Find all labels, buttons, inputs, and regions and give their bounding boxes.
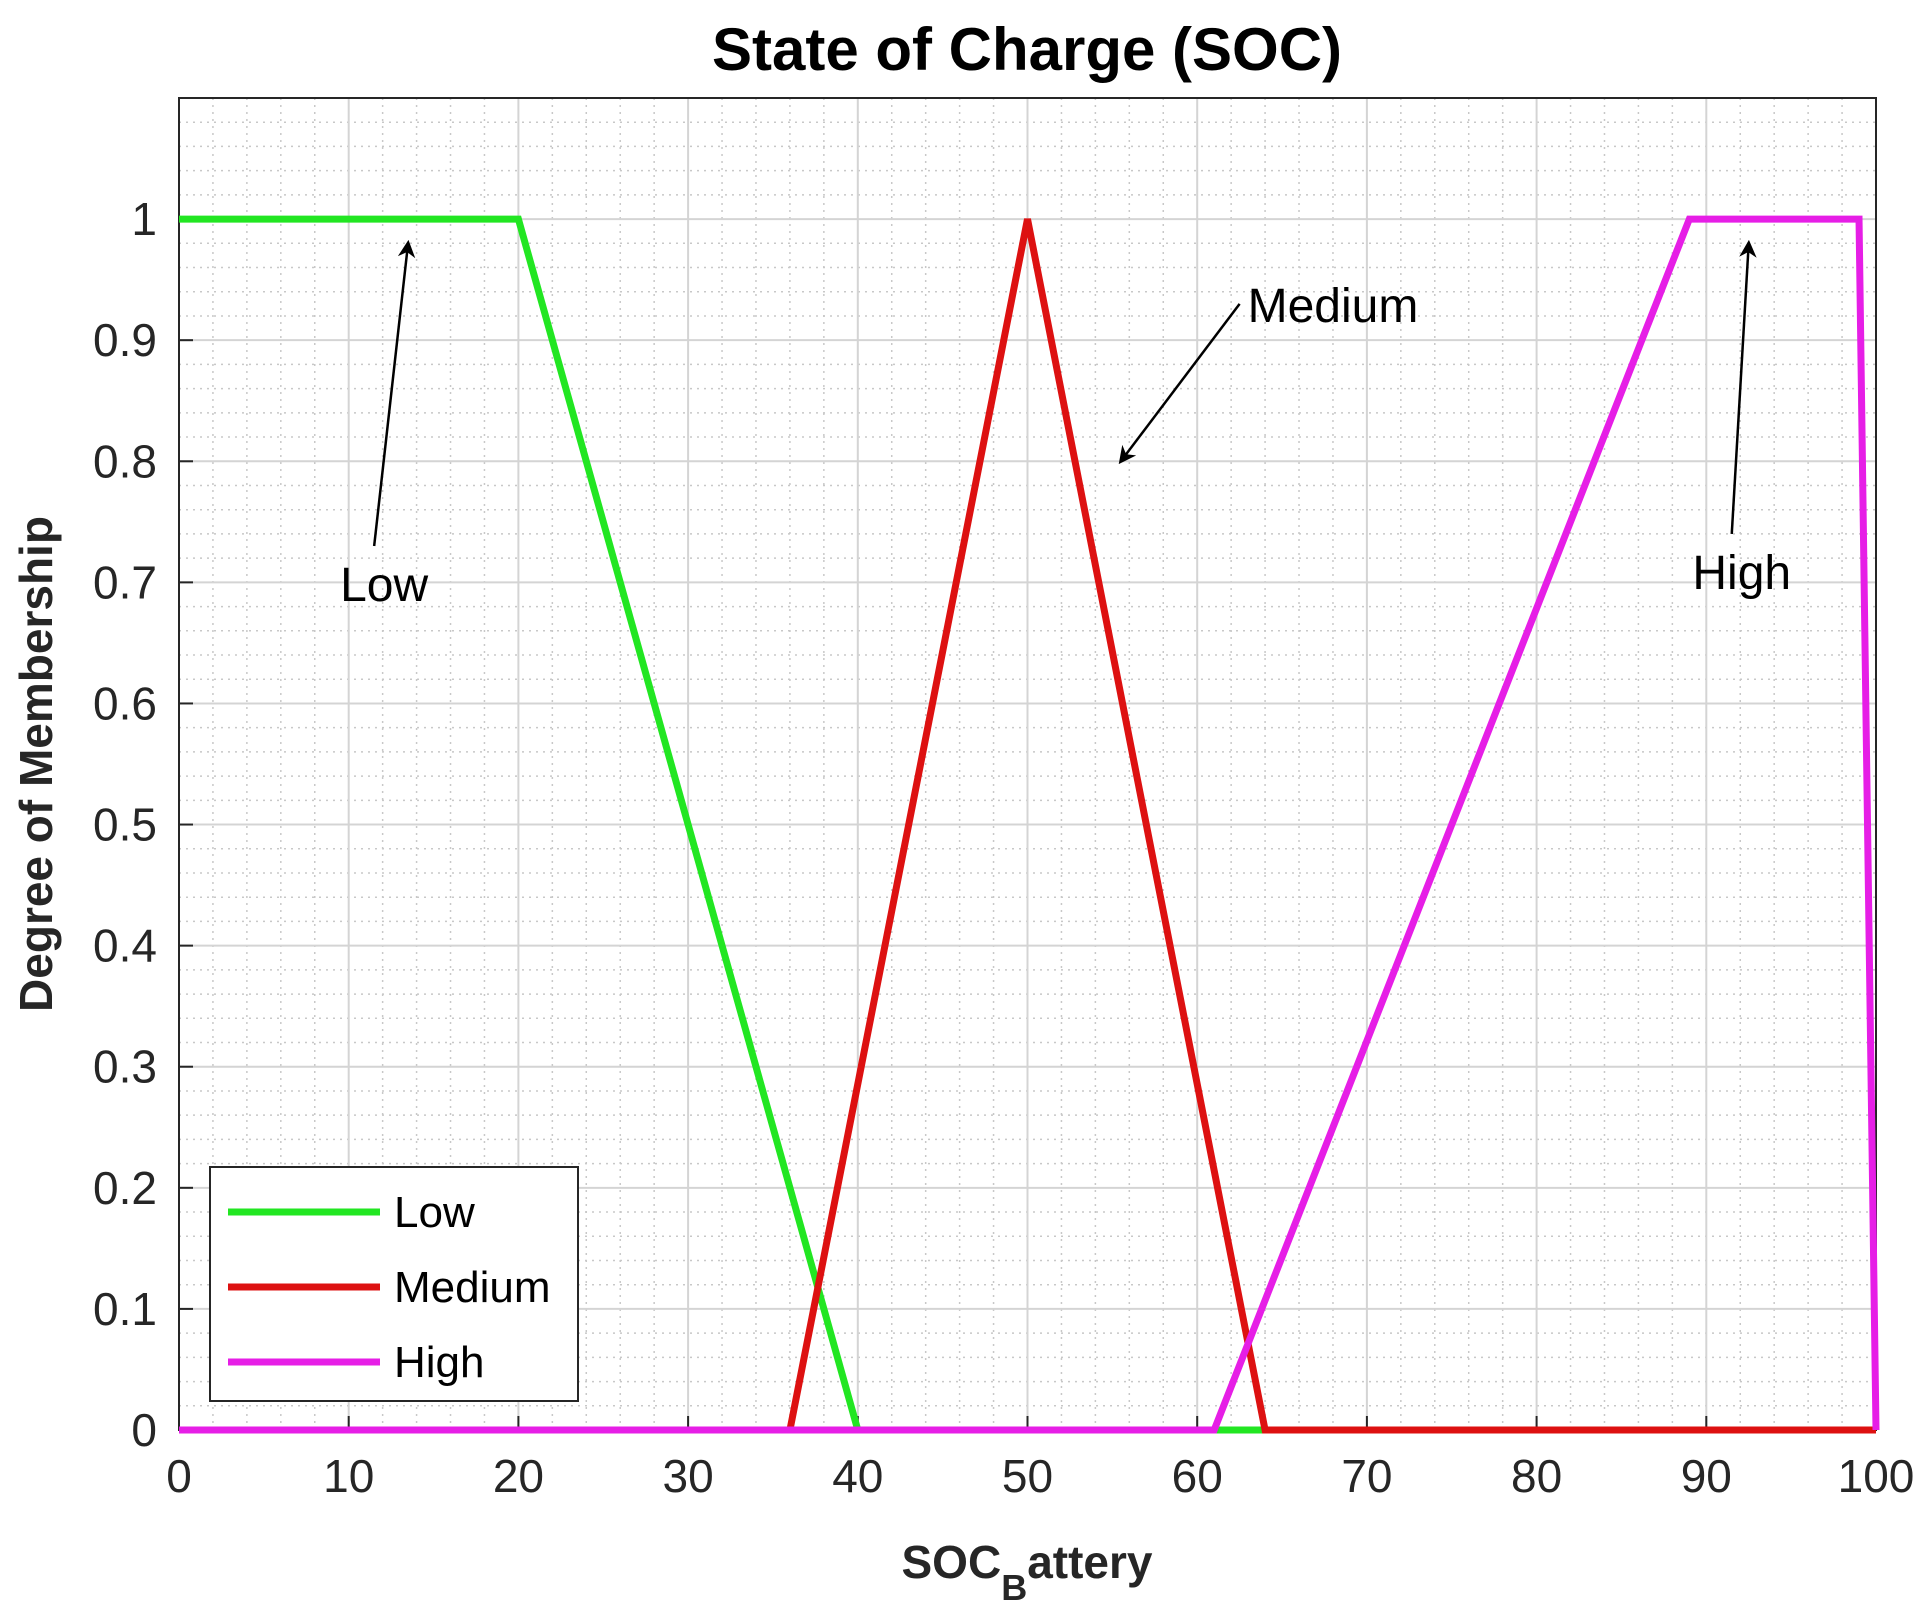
y-axis-label: Degree of Membership — [10, 516, 62, 1012]
legend-label-low: Low — [394, 1188, 475, 1237]
x-tick-label: 80 — [1511, 1450, 1562, 1502]
annotation-text-high: High — [1692, 547, 1791, 600]
series-line-medium — [786, 218, 1876, 1434]
y-tick-label: 0.8 — [93, 435, 157, 487]
y-tick-label: 0.5 — [93, 799, 157, 851]
annotation-arrow-low — [372, 239, 416, 547]
y-tick-label: 0.4 — [93, 920, 157, 972]
y-tick-label: 0.7 — [93, 556, 157, 608]
x-tick-label: 10 — [323, 1450, 374, 1502]
annotation-arrow-medium — [1118, 303, 1241, 465]
y-axis-ticks: 0 0.1 0.2 0.3 0.4 0.5 0.6 0.7 0.8 0.9 1 — [93, 193, 193, 1456]
x-tick-label: 30 — [663, 1450, 714, 1502]
x-axis-label-rest: attery — [1027, 1536, 1153, 1588]
series-line-high — [179, 215, 1880, 1434]
x-tick-label: 0 — [166, 1450, 192, 1502]
legend-label-medium: Medium — [394, 1263, 551, 1312]
legend-label-high: High — [394, 1338, 485, 1387]
x-tick-label: 20 — [493, 1450, 544, 1502]
annotation-text-medium: Medium — [1248, 280, 1419, 333]
y-tick-label: 0.2 — [93, 1162, 157, 1214]
y-tick-label: 0 — [131, 1404, 157, 1456]
y-tick-label: 0.1 — [93, 1283, 157, 1335]
annotation-text-low: Low — [340, 559, 428, 612]
x-axis-label-main: SOC — [902, 1536, 1002, 1588]
annotation-arrow-high — [1730, 239, 1757, 535]
x-axis-label: SOCBattery — [902, 1536, 1153, 1606]
x-tick-label: 50 — [1002, 1450, 1053, 1502]
x-tick-label: 90 — [1681, 1450, 1732, 1502]
x-tick-label: 70 — [1341, 1450, 1392, 1502]
x-tick-label: 60 — [1172, 1450, 1223, 1502]
y-tick-label: 0.3 — [93, 1041, 157, 1093]
x-tick-label: 40 — [832, 1450, 883, 1502]
y-tick-label: 0.6 — [93, 677, 157, 729]
x-axis-ticks: 0 10 20 30 40 50 60 70 80 90 100 — [166, 1416, 1914, 1502]
x-tick-label: 100 — [1838, 1450, 1915, 1502]
series-lines — [179, 215, 1880, 1434]
legend: Low Medium High — [209, 1166, 579, 1402]
y-tick-label: 1 — [131, 193, 157, 245]
annotations: Low Medium High — [340, 239, 1791, 612]
chart-title: State of Charge (SOC) — [712, 16, 1342, 83]
y-tick-label: 0.9 — [93, 314, 157, 366]
x-axis-label-subscript: B — [1001, 1567, 1027, 1606]
